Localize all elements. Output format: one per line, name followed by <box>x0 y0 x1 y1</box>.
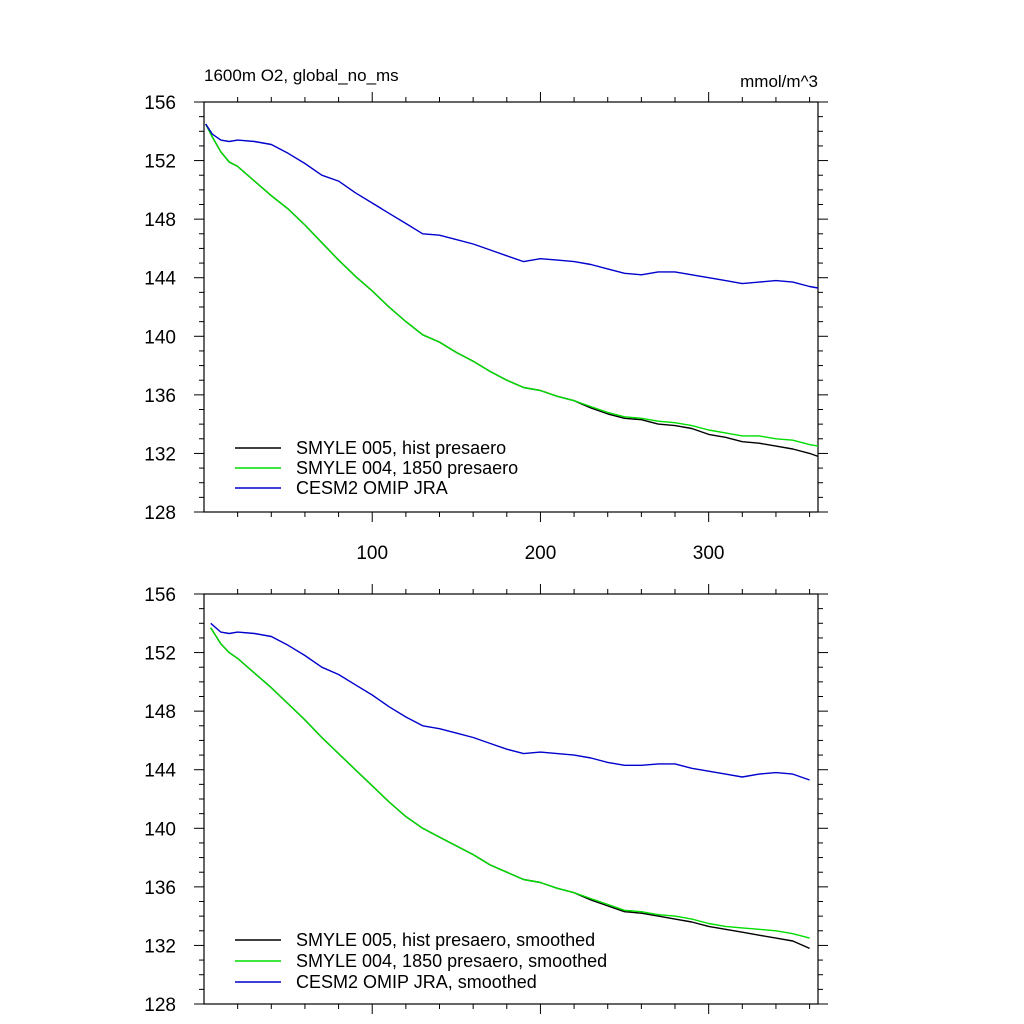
x-tick-label: 300 <box>693 543 725 564</box>
series-line-2 <box>210 622 810 781</box>
x-tick-label: 100 <box>356 543 388 564</box>
series-line-0 <box>210 627 810 950</box>
y-tick-label: 148 <box>144 210 176 231</box>
y-tick-label: 128 <box>144 995 176 1016</box>
legend-label-1: SMYLE 004, 1850 presaero, smoothed <box>296 951 607 971</box>
y-tick-label: 128 <box>144 503 176 524</box>
y-tick-label: 136 <box>144 386 176 407</box>
series-lines <box>210 622 810 950</box>
y-tick-label: 144 <box>144 761 176 782</box>
x-tick-label: 200 <box>525 543 557 564</box>
units-label: mmol/m^3 <box>740 72 818 91</box>
y-tick-labels: 128 132 136 140 144 148 152 156 <box>144 93 176 524</box>
tick-marks <box>194 92 828 522</box>
y-tick-label: 156 <box>144 93 176 114</box>
tick-marks <box>194 584 828 1014</box>
y-tick-label: 132 <box>144 936 176 957</box>
series-line-0 <box>205 123 819 458</box>
legend-label-1: SMYLE 004, 1850 presaero <box>296 458 518 478</box>
series-line-1 <box>210 627 810 939</box>
y-tick-label: 152 <box>144 152 176 173</box>
bottom-panel: 128 132 136 140 144 148 152 156 SMYLE 005, hist… <box>144 584 828 1016</box>
y-tick-labels: 128 132 136 140 144 148 152 156 <box>144 585 176 1016</box>
y-tick-label: 144 <box>144 269 176 290</box>
y-tick-label: 148 <box>144 702 176 723</box>
y-tick-label: 152 <box>144 644 176 665</box>
y-tick-label: 136 <box>144 878 176 899</box>
y-tick-label: 156 <box>144 585 176 606</box>
top-panel: 1600m O2, global_no_ms mmol/m^3 128 132 13… <box>144 66 828 564</box>
y-tick-label: 140 <box>144 327 176 348</box>
legend-label-0: SMYLE 005, hist presaero <box>296 438 506 458</box>
panel-title: 1600m O2, global_no_ms <box>204 66 399 85</box>
series-lines <box>205 123 819 458</box>
legend-label-0: SMYLE 005, hist presaero, smoothed <box>296 930 595 950</box>
legend-label-2: CESM2 OMIP JRA, smoothed <box>296 972 537 992</box>
y-tick-label: 132 <box>144 444 176 465</box>
series-line-2 <box>205 123 819 289</box>
legend: SMYLE 005, hist presaero, smoothedSMYLE … <box>235 930 607 992</box>
series-line-1 <box>205 123 819 447</box>
x-tick-labels: 100 200 300 <box>356 543 724 564</box>
y-tick-label: 140 <box>144 819 176 840</box>
legend-label-2: CESM2 OMIP JRA <box>296 478 448 498</box>
